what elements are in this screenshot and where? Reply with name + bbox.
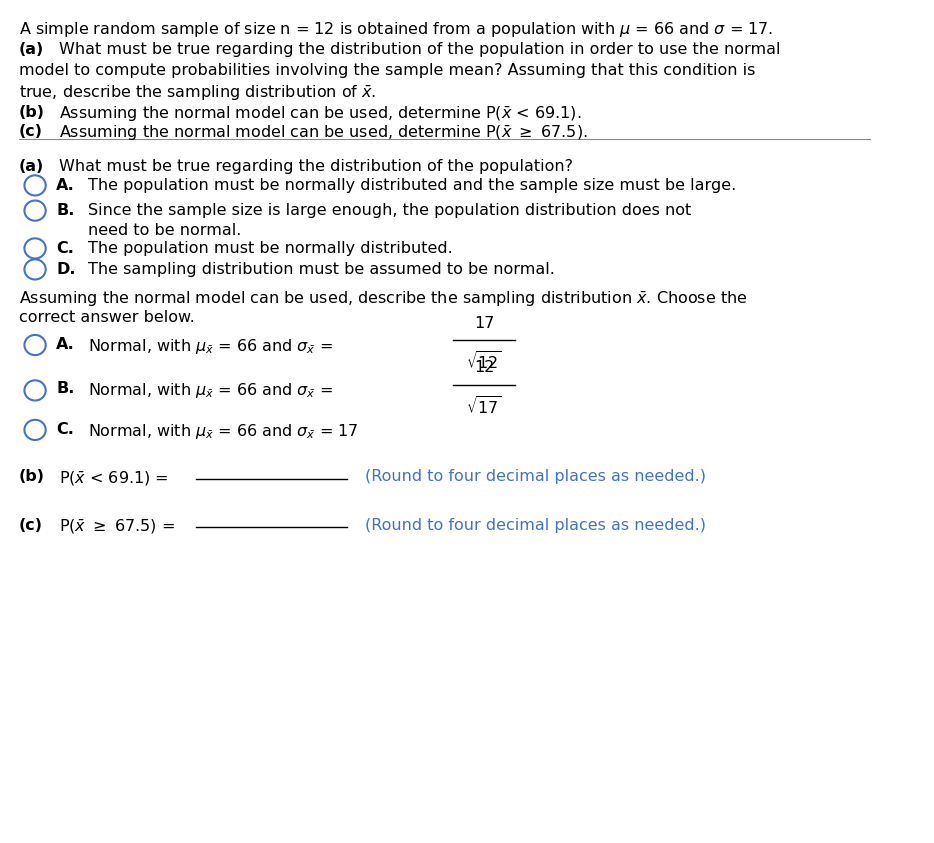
Text: A.: A. [56,336,75,352]
Text: 17: 17 [474,316,495,330]
Text: (a): (a) [19,41,44,56]
Text: Normal, with $\mu_{\bar{x}}$ = 66 and $\sigma_{\bar{x}}$ = 17: Normal, with $\mu_{\bar{x}}$ = 66 and $\… [88,422,359,441]
Text: true, describe the sampling distribution of $\bar{x}$.: true, describe the sampling distribution… [19,83,376,103]
Text: 12: 12 [474,360,495,375]
Text: Normal, with $\mu_{\bar{x}}$ = 66 and $\sigma_{\bar{x}}$ =: Normal, with $\mu_{\bar{x}}$ = 66 and $\… [88,336,334,356]
Text: $\sqrt{12}$: $\sqrt{12}$ [466,351,502,373]
Text: (Round to four decimal places as needed.): (Round to four decimal places as needed.… [365,470,706,485]
Text: Assuming the normal model can be used, determine P($\bar{x}$ < 69.1).: Assuming the normal model can be used, d… [59,105,581,124]
Text: (b): (b) [19,470,45,485]
Text: Assuming the normal model can be used, describe the sampling distribution $\bar{: Assuming the normal model can be used, d… [19,290,748,309]
Text: What must be true regarding the distribution of the population?: What must be true regarding the distribu… [59,159,573,175]
Text: (b): (b) [19,105,45,120]
Text: The sampling distribution must be assumed to be normal.: The sampling distribution must be assume… [88,262,555,277]
Text: C.: C. [56,241,74,256]
Text: The population must be normally distributed and the sample size must be large.: The population must be normally distribu… [88,178,737,193]
Text: (c): (c) [19,124,43,139]
Text: $\sqrt{17}$: $\sqrt{17}$ [466,395,502,417]
Text: Assuming the normal model can be used, determine P($\bar{x}$ $\geq$ 67.5).: Assuming the normal model can be used, d… [59,124,587,143]
Text: Normal, with $\mu_{\bar{x}}$ = 66 and $\sigma_{\bar{x}}$ =: Normal, with $\mu_{\bar{x}}$ = 66 and $\… [88,381,334,400]
Text: Since the sample size is large enough, the population distribution does not: Since the sample size is large enough, t… [88,203,691,218]
Text: What must be true regarding the distribution of the population in order to use t: What must be true regarding the distribu… [59,41,781,56]
Text: B.: B. [56,203,75,218]
Text: A.: A. [56,178,75,193]
Text: The population must be normally distributed.: The population must be normally distribu… [88,241,453,256]
Text: (c): (c) [19,518,43,533]
Text: need to be normal.: need to be normal. [88,223,242,239]
Text: P($\bar{x}$ < 69.1) =: P($\bar{x}$ < 69.1) = [59,470,170,487]
Text: C.: C. [56,422,74,437]
Text: (Round to four decimal places as needed.): (Round to four decimal places as needed.… [365,518,706,533]
Text: B.: B. [56,381,75,396]
Text: (a): (a) [19,159,44,175]
Text: D.: D. [56,262,76,277]
Text: model to compute probabilities involving the sample mean? Assuming that this con: model to compute probabilities involving… [19,62,756,78]
Text: P($\bar{x}$ $\geq$ 67.5) =: P($\bar{x}$ $\geq$ 67.5) = [59,518,177,536]
Text: A simple random sample of size n = 12 is obtained from a population with $\mu$ =: A simple random sample of size n = 12 is… [19,20,773,39]
Text: correct answer below.: correct answer below. [19,309,195,325]
